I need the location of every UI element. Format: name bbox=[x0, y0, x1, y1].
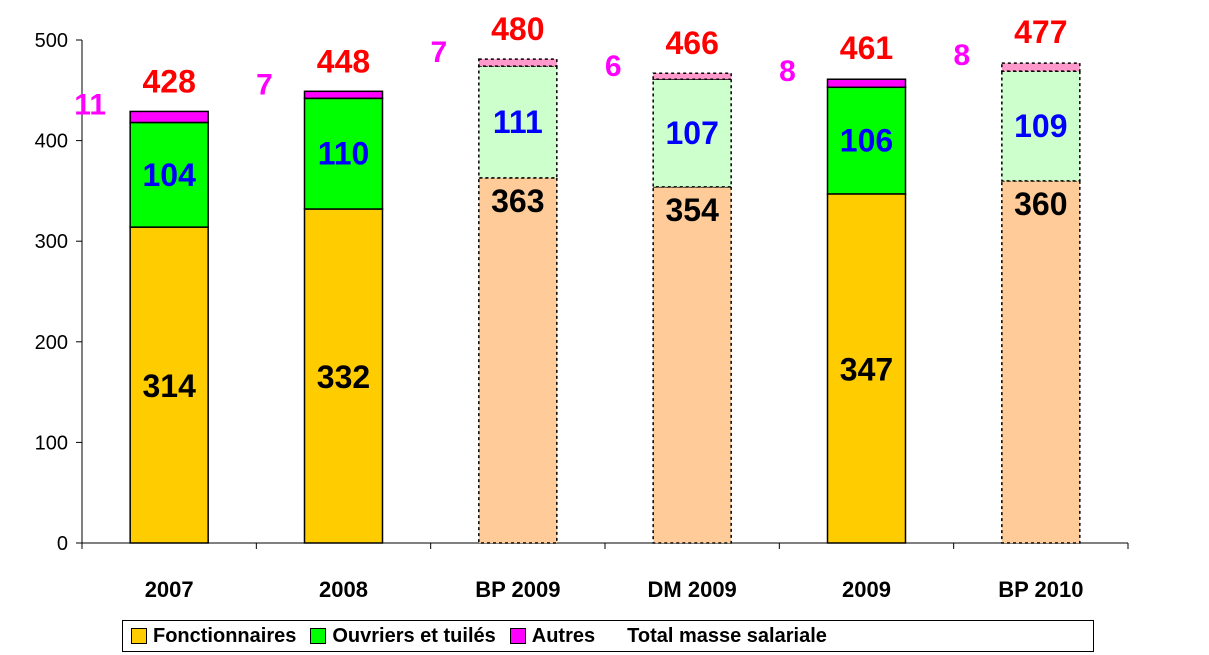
bar-segment-ouvriers-et-tuil-s-5 bbox=[1001, 70, 1081, 182]
legend-item-total: Total masse salariale bbox=[627, 625, 827, 648]
data-label-ouvriers: 106 bbox=[840, 123, 893, 159]
legend-label-ouvriers: Ouvriers et tuilés bbox=[332, 624, 496, 647]
y-tick-label: 400 bbox=[35, 131, 68, 153]
axes: 0 100 200 300 400 500 bbox=[35, 30, 1129, 555]
x-category-label: BP 2010 bbox=[998, 577, 1083, 602]
data-label-fonctionnaires: 360 bbox=[1014, 186, 1067, 222]
legend-label-total: Total masse salariale bbox=[627, 624, 827, 647]
y-tick-label: 300 bbox=[35, 231, 68, 253]
data-label-ouvriers: 110 bbox=[318, 136, 370, 172]
bar-segment-autres-0 bbox=[129, 110, 209, 124]
data-labels: 314 104 11 428 2007 332 110 7 448 2008 363 111 7 480 B… bbox=[74, 11, 1083, 602]
bar-segment-fonctionnaires-1 bbox=[303, 208, 384, 544]
bar-segment-ouvriers-et-tuil-s-1 bbox=[303, 97, 384, 210]
legend: Fonctionnaires Ouvriers et tuilés Autres… bbox=[122, 620, 1094, 652]
bar-segment-ouvriers-et-tuil-s-3 bbox=[652, 78, 732, 188]
data-label-autres: 7 bbox=[430, 36, 447, 69]
x-category-label: 2009 bbox=[842, 577, 891, 602]
x-category-label: 2008 bbox=[319, 577, 368, 602]
bars bbox=[129, 58, 1081, 544]
legend-label-fonctionnaires: Fonctionnaires bbox=[153, 624, 297, 647]
legend-item-fonctionnaires: Fonctionnaires bbox=[131, 625, 296, 648]
bar-segment-autres-1 bbox=[303, 90, 384, 100]
bar-segment-fonctionnaires-5 bbox=[1001, 180, 1081, 544]
data-label-total: 461 bbox=[840, 30, 893, 66]
bar-segment-fonctionnaires-3 bbox=[652, 186, 732, 544]
bar-segment-ouvriers-et-tuil-s-0 bbox=[129, 121, 209, 228]
bar-segment-ouvriers-et-tuil-s-4 bbox=[826, 86, 907, 195]
legend-item-autres: Autres bbox=[509, 624, 596, 648]
x-category-label: DM 2009 bbox=[648, 577, 737, 602]
data-label-total: 477 bbox=[1014, 14, 1067, 50]
data-label-autres: 8 bbox=[779, 55, 796, 88]
data-label-total: 448 bbox=[317, 43, 370, 79]
bar-segment-autres-3 bbox=[652, 72, 732, 80]
bar-segment-autres-2 bbox=[478, 58, 558, 67]
bar-segment-autres-5 bbox=[1001, 62, 1081, 72]
legend-label-autres: Autres bbox=[531, 624, 596, 647]
data-label-fonctionnaires: 332 bbox=[317, 359, 370, 395]
data-label-ouvriers: 107 bbox=[665, 115, 718, 151]
stacked-bar-chart: 0 100 200 300 400 500 314 104 11 428 2007 332 110 7 4… bbox=[35, 11, 1129, 602]
data-label-autres: 6 bbox=[605, 50, 622, 83]
x-category-label: BP 2009 bbox=[475, 577, 560, 602]
bar-segment-fonctionnaires-2 bbox=[478, 177, 558, 544]
data-label-fonctionnaires: 363 bbox=[491, 183, 544, 219]
data-label-ouvriers: 111 bbox=[493, 104, 543, 140]
legend-swatch-fonctionnaires bbox=[131, 628, 147, 644]
data-label-ouvriers: 109 bbox=[1014, 108, 1067, 144]
legend-swatch-autres bbox=[509, 628, 526, 644]
y-tick-label: 200 bbox=[35, 332, 68, 354]
data-label-fonctionnaires: 347 bbox=[840, 351, 893, 387]
y-tick-label: 500 bbox=[35, 30, 68, 52]
data-label-fonctionnaires: 354 bbox=[665, 192, 719, 228]
y-tick-label: 100 bbox=[35, 432, 68, 454]
legend-swatch-ouvriers bbox=[310, 628, 327, 644]
data-label-ouvriers: 104 bbox=[142, 157, 196, 193]
data-label-autres: 11 bbox=[74, 88, 106, 121]
bar-segment-fonctionnaires-4 bbox=[826, 193, 907, 544]
data-label-total: 480 bbox=[491, 11, 544, 47]
data-label-fonctionnaires: 314 bbox=[142, 368, 196, 404]
data-label-autres: 7 bbox=[256, 68, 273, 101]
y-tick-label: 0 bbox=[57, 533, 68, 555]
bar-segment-fonctionnaires-0 bbox=[129, 226, 209, 544]
data-label-total: 466 bbox=[665, 25, 718, 61]
data-label-autres: 8 bbox=[953, 39, 970, 72]
bar-segment-autres-4 bbox=[826, 78, 907, 89]
data-label-total: 428 bbox=[142, 63, 195, 99]
x-category-label: 2007 bbox=[145, 577, 194, 602]
legend-item-ouvriers: Ouvriers et tuilés bbox=[310, 624, 496, 648]
